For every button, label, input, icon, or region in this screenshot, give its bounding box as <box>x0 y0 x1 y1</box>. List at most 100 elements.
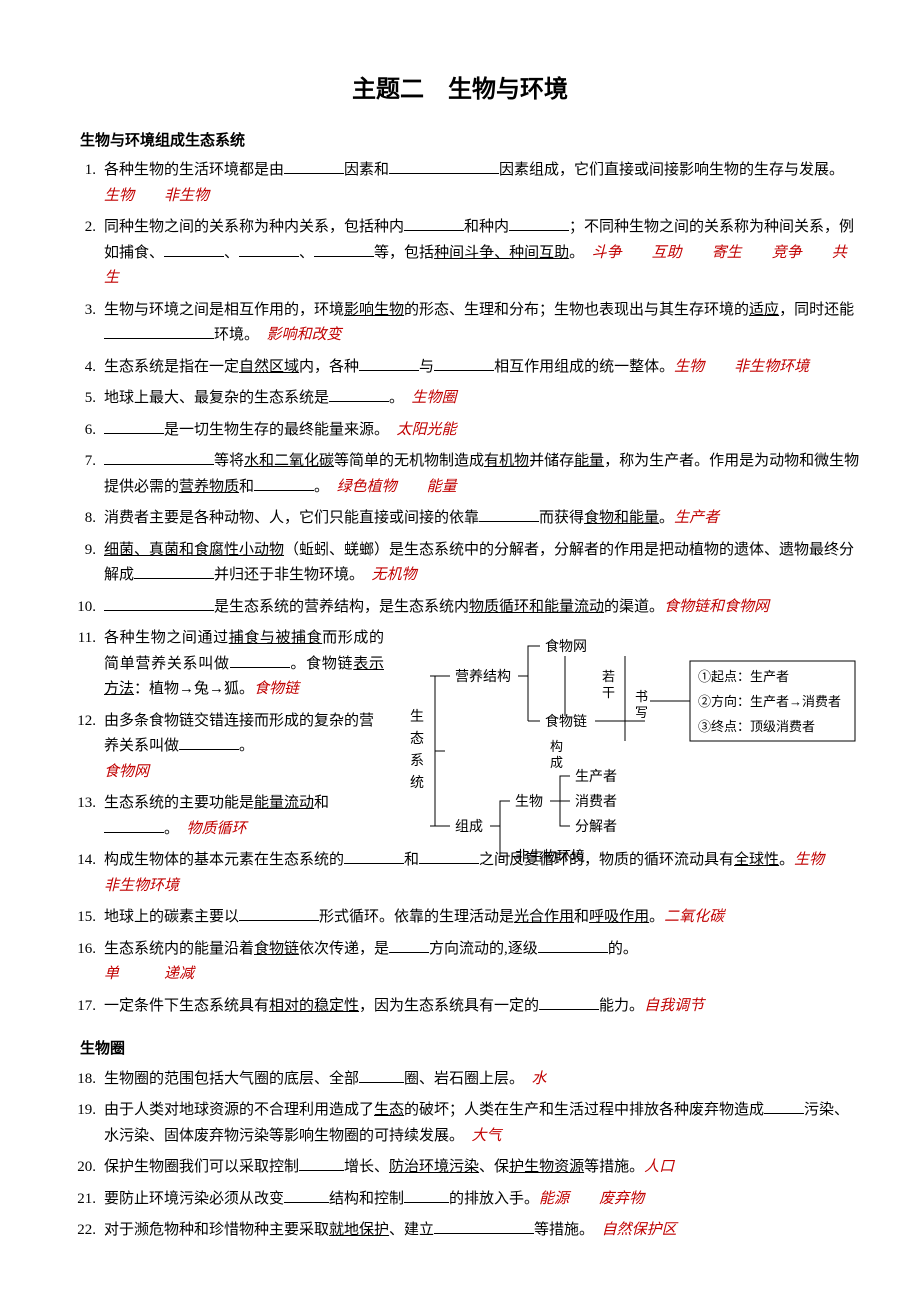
page-title: 主题二 生物与环境 <box>60 70 860 111</box>
answer: 人口 <box>644 1159 674 1175</box>
blank <box>230 652 290 668</box>
text: 地球上的碳素主要以 <box>104 909 239 925</box>
item-18: 生物圈的范围包括大气圈的底层、全部圈、岩石圈上层。 水 <box>60 1067 860 1093</box>
blank <box>104 595 214 611</box>
blank <box>419 848 479 864</box>
underlined: 水和二氧化碳 <box>244 453 334 469</box>
text: 。 <box>649 909 664 925</box>
text: 一定条件下生态系统具有 <box>104 998 269 1014</box>
answer: 单 <box>104 966 119 982</box>
item-21: 要防止环境污染必须从改变结构和控制的排放入手。能源 废弃物 <box>60 1187 860 1213</box>
blank <box>479 506 539 522</box>
item-7: 等将水和二氧化碳等简单的无机物制造成有机物并储存能量，称为生产者。作用是为动物和… <box>60 449 860 500</box>
answer: 大气 <box>472 1128 502 1144</box>
underlined: 就地保护 <box>329 1222 389 1238</box>
item-20: 保护生物圈我们可以采取控制增长、防治环境污染、保护生物资源等措施。人口 <box>60 1155 860 1181</box>
text: 和 <box>239 479 254 495</box>
underlined: 食物和能量 <box>584 510 659 526</box>
underlined: 有机物 <box>484 453 529 469</box>
diagram-wrap: 生态系统 营养结构 组成 食物网 食物链 若干 构成 书写 ①起点：生产者 ②方… <box>60 626 860 1019</box>
text: 的渠道。 <box>604 599 664 615</box>
text: 各种生物之间通过 <box>104 630 229 646</box>
answer: 生物圈 <box>412 390 457 406</box>
answer: 水 <box>532 1071 547 1087</box>
text: 保护生物圈我们可以采取控制 <box>104 1159 299 1175</box>
question-list-2: 生物圈的范围包括大气圈的底层、全部圈、岩石圈上层。 水 由于人类对地球资源的不合… <box>60 1067 860 1244</box>
item-3: 生物与环境之间是相互作用的，环境影响生物的形态、生理和分布；生物也表现出与其生存… <box>60 298 860 349</box>
item-11: 各种生物之间通过捕食与被捕食而形成的简单营养关系叫做。食物链表示方法：植物→兔→… <box>60 626 860 703</box>
text: 能力。 <box>599 998 644 1014</box>
item-15: 地球上的碳素主要以形式循环。依靠的生理活动是光合作用和呼吸作用。二氧化碳 <box>60 905 860 931</box>
text: 生态系统是指在一定 <box>104 359 239 375</box>
underlined: 光合作用 <box>514 909 574 925</box>
answer: 绿色植物 <box>337 479 397 495</box>
item-16: 生态系统内的能量沿着食物链依次传递，是方向流动的,逐级的。单 递减 <box>60 937 860 988</box>
underlined: 能量流动 <box>254 795 314 811</box>
answer: 食物链和食物网 <box>664 599 769 615</box>
underlined: 相对的稳定性 <box>269 998 359 1014</box>
text: 。 <box>239 738 254 754</box>
blank <box>314 241 374 257</box>
underlined: 种间斗争、种间互助 <box>434 245 569 261</box>
text: 。 <box>659 510 674 526</box>
text: ，因为生态系统具有一定的 <box>359 998 539 1014</box>
underlined: 护生物资源 <box>509 1159 584 1175</box>
text: 与 <box>419 359 434 375</box>
text: 生态系统的主要功能是 <box>104 795 254 811</box>
answer: 生物 <box>104 188 134 204</box>
text: 依次传递，是 <box>299 941 389 957</box>
blank <box>284 158 344 174</box>
blank <box>434 1218 534 1234</box>
answer: 非生物环境 <box>734 359 809 375</box>
section-heading-2: 生物圈 <box>80 1037 860 1063</box>
item-8: 消费者主要是各种动物、人，它们只能直接或间接的依靠而获得食物和能量。生产者 <box>60 506 860 532</box>
text: 等将 <box>214 453 244 469</box>
blank <box>104 449 214 465</box>
blank <box>164 241 224 257</box>
answer: 太阳光能 <box>397 422 457 438</box>
blank <box>179 734 239 750</box>
text: 和种内 <box>464 219 509 235</box>
underlined: 营养物质 <box>179 479 239 495</box>
item-1: 各种生物的生活环境都是由因素和因素组成，它们直接或间接影响生物的生存与发展。 生… <box>60 158 860 209</box>
underlined: 呼吸作用 <box>589 909 649 925</box>
blank <box>404 215 464 231</box>
text: 环境。 <box>214 327 252 343</box>
answer: 非生物环境 <box>104 878 179 894</box>
section-heading-1: 生物与环境组成生态系统 <box>80 129 860 155</box>
text: 而获得 <box>539 510 584 526</box>
underlined: 适应 <box>749 302 779 318</box>
item-13: 生态系统的主要功能是能量流动和。 物质循环 <box>60 791 860 842</box>
item-6: 是一切生物生存的最终能量来源。 太阳光能 <box>60 418 860 444</box>
text: 生物与环境之间是相互作用的，环境 <box>104 302 344 318</box>
answer: 食物链 <box>254 681 299 697</box>
blank <box>239 241 299 257</box>
text: 因素组成，它们直接或间接影响生物的生存与发展。 <box>499 162 837 178</box>
answer: 斗争 <box>592 245 622 261</box>
underlined: 物质循环和能量流动 <box>469 599 604 615</box>
blank <box>389 158 499 174</box>
underlined: 防治环境污染 <box>389 1159 479 1175</box>
answer: 自然保护区 <box>602 1222 677 1238</box>
blank <box>539 994 599 1010</box>
text: 地球上最大、最复杂的生态系统是 <box>104 390 329 406</box>
text: 。 <box>314 479 322 495</box>
underlined: 能量 <box>574 453 604 469</box>
text: 等简单的无机物制造成 <box>334 453 484 469</box>
underlined: 全球性 <box>734 852 779 868</box>
answer: 废弃物 <box>599 1191 644 1207</box>
answer: 递减 <box>164 966 194 982</box>
text: 。食物链 <box>290 656 354 672</box>
text: 形式循环。依靠的生理活动是 <box>319 909 514 925</box>
text: 。 <box>569 245 577 261</box>
text: 并归还于非生物环境。 <box>214 567 357 583</box>
text: 消费者主要是各种动物、人，它们只能直接或间接的依靠 <box>104 510 479 526</box>
text: 相互作用组成的统一整体。 <box>494 359 674 375</box>
answer: 互助 <box>652 245 682 261</box>
text: 。 <box>779 852 794 868</box>
text: 、保 <box>479 1159 509 1175</box>
text: 并储存 <box>529 453 574 469</box>
blank <box>509 215 569 231</box>
answer: 非生物 <box>164 188 209 204</box>
underlined: 自然区域 <box>239 359 299 375</box>
